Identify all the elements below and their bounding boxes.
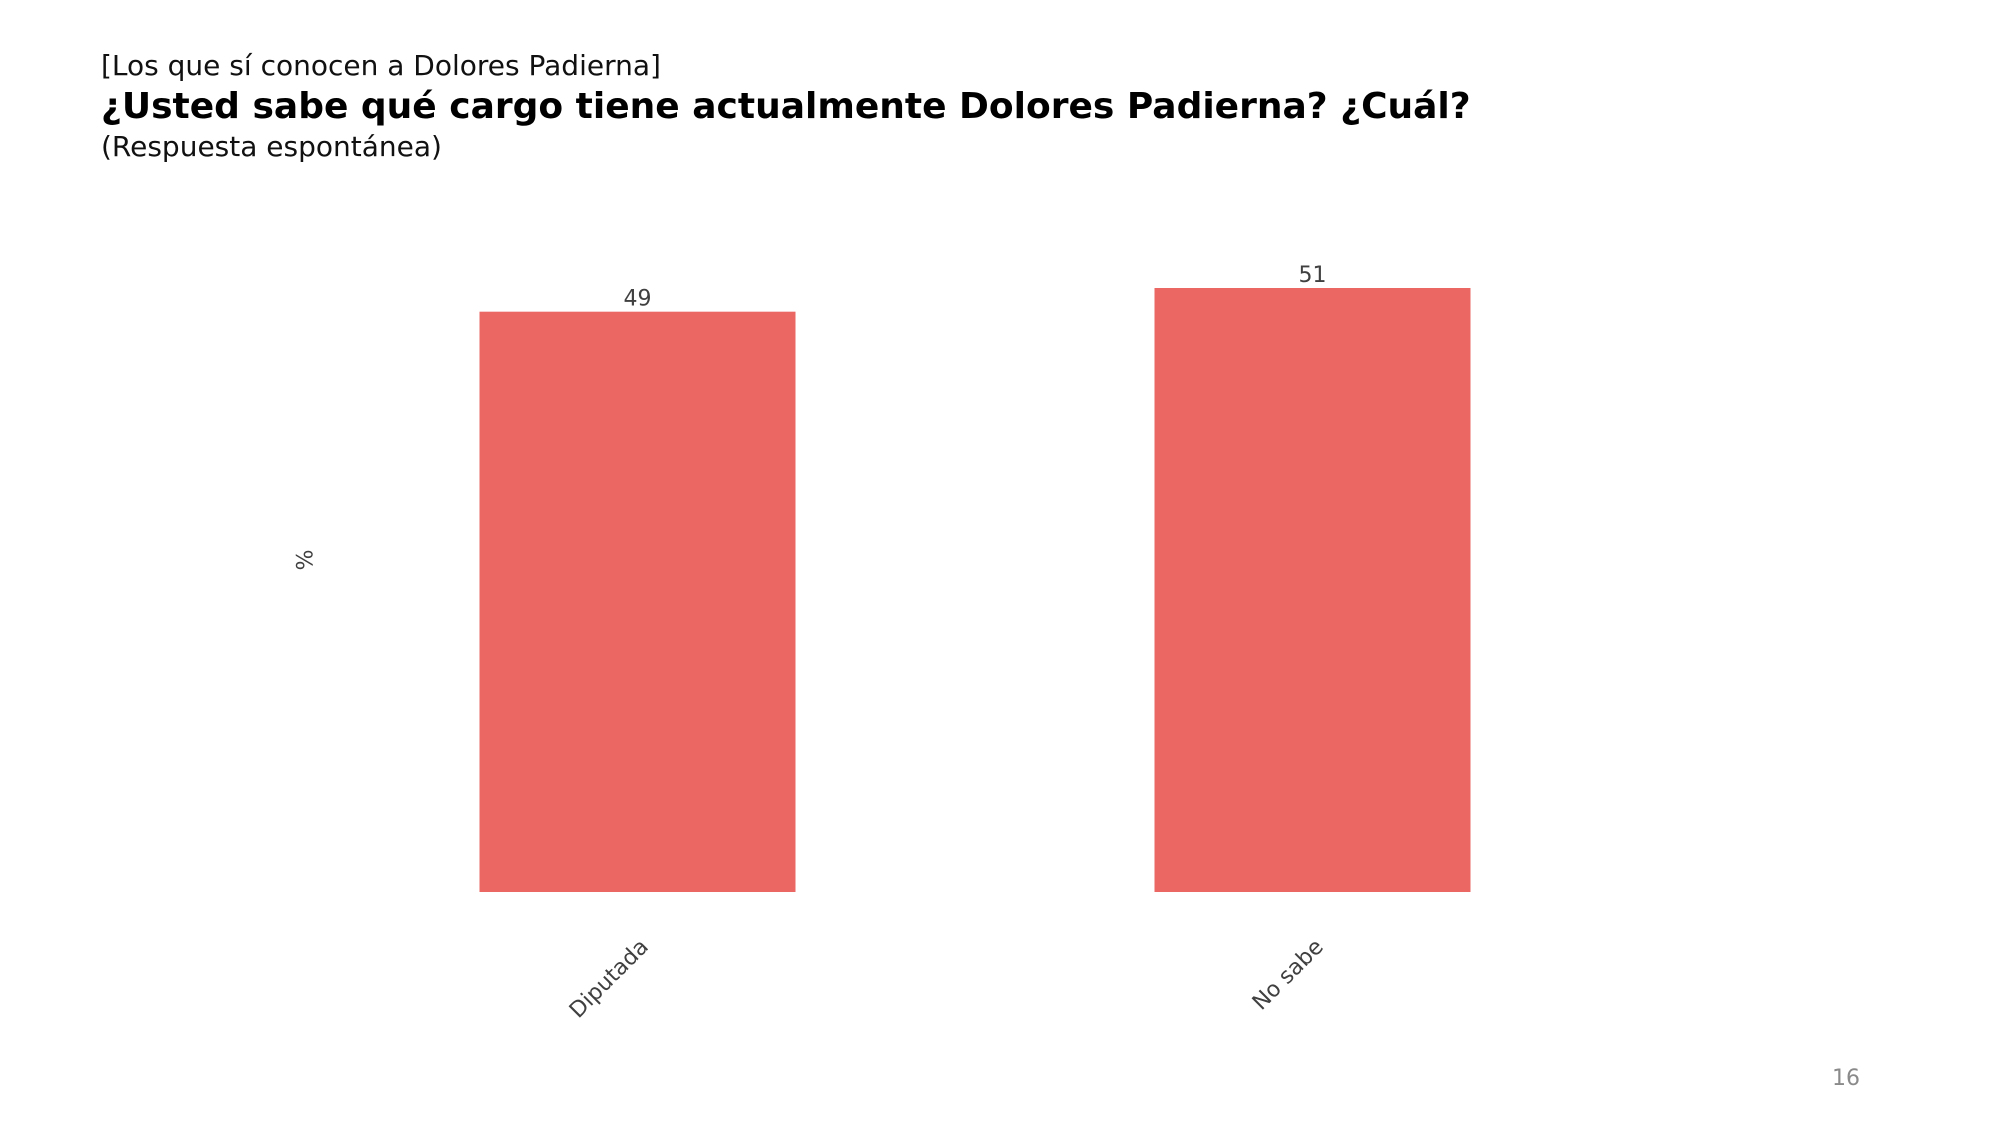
bar-diputada — [479, 311, 796, 892]
page-number: 16 — [1832, 1066, 1860, 1091]
pre-title: [Los que sí conocen a Dolores Padierna] — [101, 49, 661, 82]
data-label: 49 — [624, 287, 652, 312]
slide-subtitle: (Respuesta espontánea) — [101, 130, 442, 163]
data-label: 51 — [1299, 263, 1327, 288]
bars-layer — [479, 288, 1471, 892]
x-tick-labels-layer: Diputada No sabe — [565, 935, 1329, 1024]
slide-title: ¿Usted sabe qué cargo tiene actualmente … — [101, 86, 1471, 127]
x-tick-label: No sabe — [1248, 935, 1329, 1016]
slide-header: [Los que sí conocen a Dolores Padierna] … — [101, 48, 1901, 164]
y-axis-label: % — [290, 550, 315, 571]
bar-no-sabe — [1154, 288, 1471, 892]
x-tick-label: Diputada — [565, 935, 654, 1024]
data-labels-layer: 49 51 — [624, 263, 1327, 312]
